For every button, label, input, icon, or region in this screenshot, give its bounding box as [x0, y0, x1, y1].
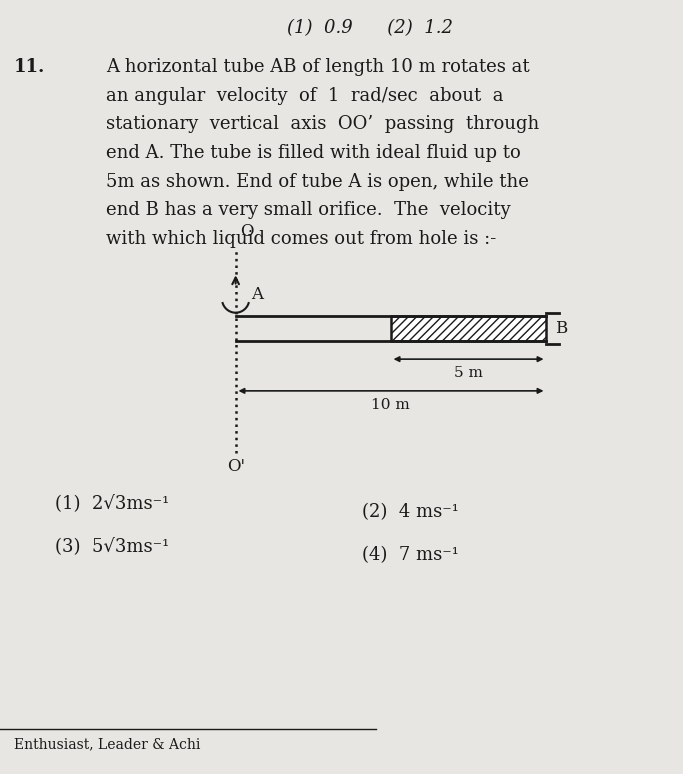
Text: Enthusiast, Leader & Achi: Enthusiast, Leader & Achi — [14, 737, 200, 751]
Text: B: B — [555, 320, 567, 337]
Bar — [391, 316, 546, 341]
Text: (4)  7 ms⁻¹: (4) 7 ms⁻¹ — [362, 546, 459, 563]
Text: 11.: 11. — [14, 58, 45, 76]
Text: (1)  2√3ms⁻¹: (1) 2√3ms⁻¹ — [55, 495, 169, 513]
Text: (3)  5√3ms⁻¹: (3) 5√3ms⁻¹ — [55, 538, 169, 556]
Text: an angular  velocity  of  1  rad/sec  about  a: an angular velocity of 1 rad/sec about a — [106, 87, 503, 104]
Text: stationary  vertical  axis  OO’  passing  through: stationary vertical axis OO’ passing thr… — [106, 115, 539, 133]
Text: A horizontal tube AB of length 10 m rotates at: A horizontal tube AB of length 10 m rota… — [106, 58, 529, 76]
Text: end A. The tube is filled with ideal fluid up to: end A. The tube is filled with ideal flu… — [106, 144, 520, 162]
Text: (2)  4 ms⁻¹: (2) 4 ms⁻¹ — [362, 503, 459, 521]
Text: 5 m: 5 m — [454, 366, 483, 380]
Text: O: O — [240, 223, 254, 240]
Text: A: A — [251, 286, 264, 303]
Text: with which liquid comes out from hole is :-: with which liquid comes out from hole is… — [106, 230, 496, 248]
Text: O': O' — [227, 458, 245, 475]
Text: 5m as shown. End of tube A is open, while the: 5m as shown. End of tube A is open, whil… — [106, 173, 529, 190]
Text: (1)  0.9      (2)  1.2: (1) 0.9 (2) 1.2 — [287, 19, 453, 37]
Text: end B has a very small orifice.  The  velocity: end B has a very small orifice. The velo… — [106, 201, 510, 219]
Bar — [391, 316, 546, 341]
Text: 10 m: 10 m — [372, 398, 410, 412]
